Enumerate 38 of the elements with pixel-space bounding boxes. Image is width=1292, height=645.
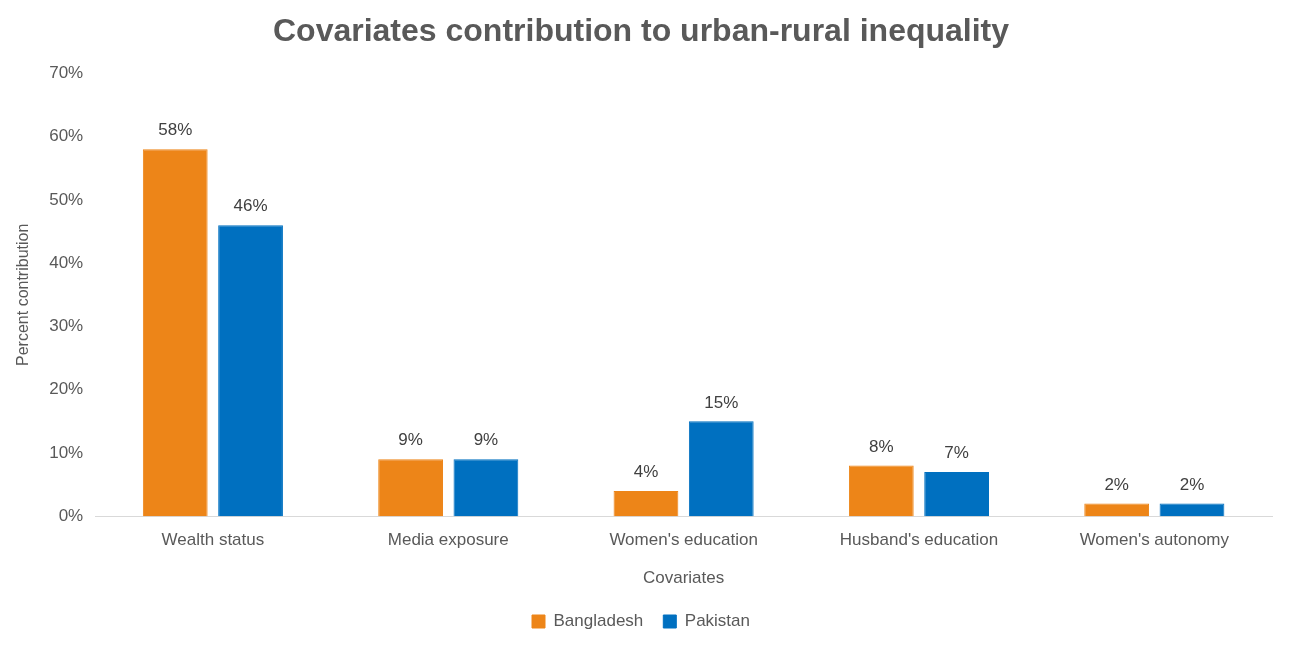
bar <box>1159 503 1225 517</box>
bar <box>218 225 283 517</box>
chart-title: Covariates contribution to urban-rural inequality <box>272 12 1010 49</box>
x-tick-label: Women's autonomy <box>1079 530 1230 550</box>
y-tick-label: 70% <box>49 63 84 83</box>
bar <box>1084 503 1150 517</box>
y-tick-label: 60% <box>49 126 84 146</box>
x-tick-label: Wealth status <box>161 530 265 550</box>
data-label: 9% <box>398 430 423 450</box>
bar <box>924 471 990 517</box>
y-tick-label: 0% <box>58 505 84 525</box>
x-tick-label: Media exposure <box>387 530 509 550</box>
data-label: 46% <box>233 196 268 216</box>
x-axis-title: Covariates <box>642 568 725 588</box>
y-tick-label: 50% <box>49 189 84 209</box>
data-label: 15% <box>704 392 739 412</box>
data-label: 58% <box>158 120 193 140</box>
data-label: 2% <box>1179 474 1205 494</box>
y-tick-label: 30% <box>49 316 84 336</box>
bar <box>142 149 208 517</box>
bar <box>848 465 914 517</box>
y-tick-label: 20% <box>49 379 84 399</box>
y-tick-label: 10% <box>49 442 84 462</box>
bar <box>378 459 443 517</box>
data-label: 8% <box>869 436 894 456</box>
bar <box>613 490 679 517</box>
legend-label: Bangladesh <box>553 611 644 631</box>
data-label: 9% <box>473 430 499 450</box>
bar <box>688 421 754 517</box>
data-label: 2% <box>1104 474 1129 494</box>
x-tick-label: Women's education <box>609 530 758 550</box>
legend-label: Pakistan <box>684 611 750 631</box>
x-tick-label: Husband's education <box>839 530 999 550</box>
y-tick-label: 40% <box>49 252 84 272</box>
data-label: 7% <box>944 443 969 463</box>
data-label: 4% <box>633 462 659 482</box>
bar <box>453 459 519 517</box>
y-axis-title: Percent contribution <box>14 223 32 366</box>
